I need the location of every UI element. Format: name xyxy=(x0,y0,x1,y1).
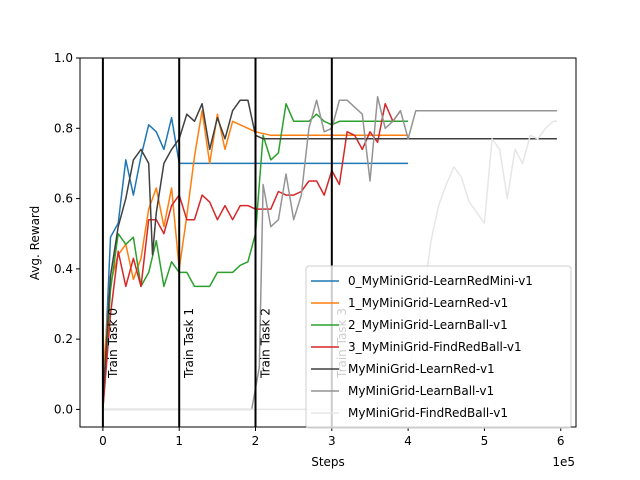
legend-label-4: MyMiniGrid-LearnRed-v1 xyxy=(348,362,495,376)
series-line-2 xyxy=(102,102,409,410)
x-tick-label-4: 4 xyxy=(404,434,412,448)
legend-label-2: 2_MyMiniGrid-LearnBall-v1 xyxy=(348,318,508,332)
series-line-4 xyxy=(102,99,557,403)
x-axis-multiplier: 1e5 xyxy=(552,455,575,469)
x-tick-label-5: 5 xyxy=(481,434,489,448)
x-tick-label-3: 3 xyxy=(328,434,336,448)
legend-label-5: MyMiniGrid-LearnBall-v1 xyxy=(348,384,494,398)
x-tick-label-0: 0 xyxy=(99,434,107,448)
y-axis-label: Avg. Reward xyxy=(28,206,42,281)
series-line-0 xyxy=(102,116,409,410)
x-tick-label-6: 6 xyxy=(557,434,565,448)
task-marker-label-0: Train Task 0 xyxy=(106,308,120,379)
task-marker-label-2: Train Task 2 xyxy=(259,308,273,379)
series-line-1 xyxy=(102,109,409,375)
y-tick-label-4: 0.8 xyxy=(54,121,73,135)
y-tick-label-1: 0.2 xyxy=(54,332,73,346)
y-tick-label-3: 0.6 xyxy=(54,192,73,206)
plot-area xyxy=(102,95,557,411)
y-tick-label-2: 0.4 xyxy=(54,262,73,276)
x-tick-label-2: 2 xyxy=(252,434,260,448)
x-axis-label: Steps xyxy=(311,455,345,469)
legend: 0_MyMiniGrid-LearnRedMini-v1 1_MyMiniGrid… xyxy=(305,265,572,429)
legend-label-6: MyMiniGrid-FindRedBall-v1 xyxy=(348,406,508,420)
legend-label-0: 0_MyMiniGrid-LearnRedMini-v1 xyxy=(348,274,533,288)
task-marker-label-1: Train Task 1 xyxy=(182,308,196,379)
legend-label-3: 3_MyMiniGrid-FindRedBall-v1 xyxy=(348,340,522,354)
y-tick-label-5: 1.0 xyxy=(54,51,73,65)
legend-box xyxy=(305,265,572,429)
x-tick-label-1: 1 xyxy=(175,434,183,448)
y-tick-label-0: 0.0 xyxy=(54,402,73,416)
series-line-5 xyxy=(102,95,557,411)
legend-label-1: 1_MyMiniGrid-LearnRed-v1 xyxy=(348,296,508,310)
